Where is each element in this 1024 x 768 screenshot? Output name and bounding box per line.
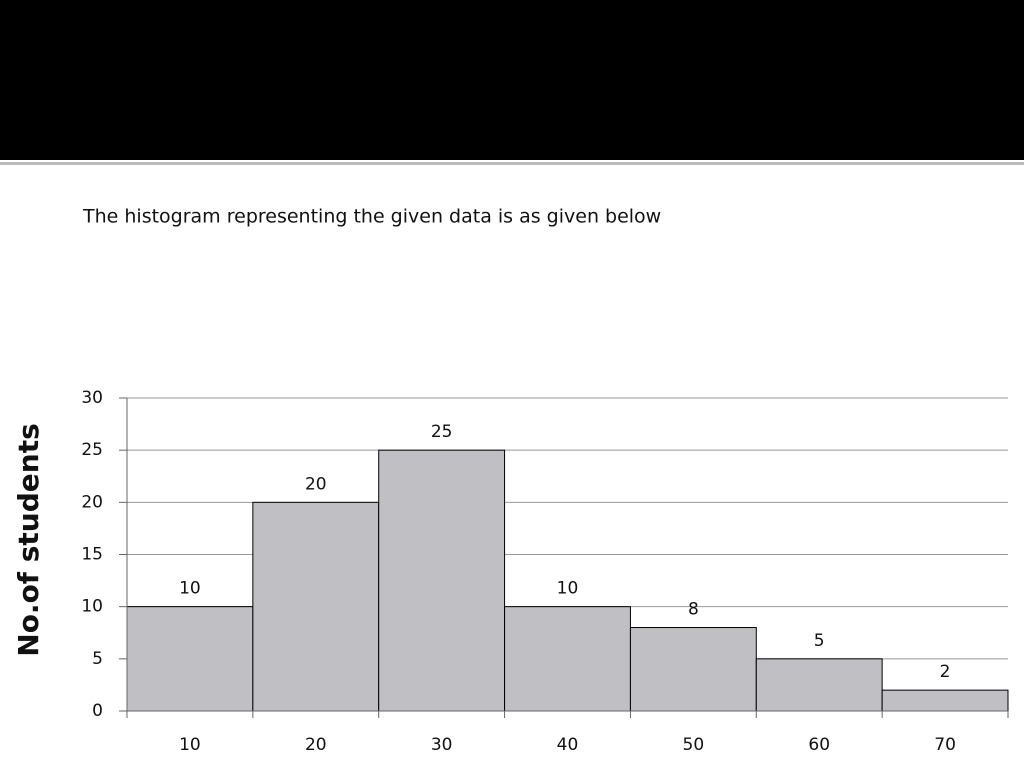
bar — [755, 658, 883, 712]
x-tick-label: 20 — [305, 735, 327, 755]
y-tick-label: 20 — [81, 492, 103, 512]
y-tick-label: 0 — [92, 701, 103, 721]
data-label: 25 — [431, 422, 453, 442]
x-tick-label: 30 — [431, 735, 453, 755]
header-band — [0, 0, 1024, 160]
y-tick-label: 15 — [81, 545, 103, 565]
y-tick-label: 5 — [92, 649, 103, 669]
y-axis-label: No.of students — [12, 423, 45, 656]
x-tick-label: 10 — [179, 735, 201, 755]
data-label: 2 — [940, 662, 951, 682]
x-tick-label: 40 — [557, 735, 579, 755]
header-rule — [0, 162, 1024, 165]
data-label: 10 — [179, 579, 201, 599]
x-tick-label: 60 — [808, 735, 830, 755]
y-tick-label: 30 — [81, 388, 103, 408]
x-tick-label: 50 — [683, 735, 705, 755]
bar — [126, 606, 254, 712]
bar — [504, 606, 631, 712]
data-label: 8 — [688, 600, 699, 620]
y-tick-label: 25 — [81, 440, 103, 460]
bar — [881, 689, 1009, 712]
data-label: 20 — [305, 474, 327, 494]
bar — [252, 501, 380, 712]
y-tick-label: 10 — [81, 597, 103, 617]
bar — [378, 449, 506, 712]
x-tick-label: 70 — [934, 735, 956, 755]
description: The histogram representing the given dat… — [82, 206, 661, 228]
data-label: 5 — [814, 631, 825, 651]
data-label: 10 — [557, 579, 579, 599]
bar — [629, 627, 757, 712]
